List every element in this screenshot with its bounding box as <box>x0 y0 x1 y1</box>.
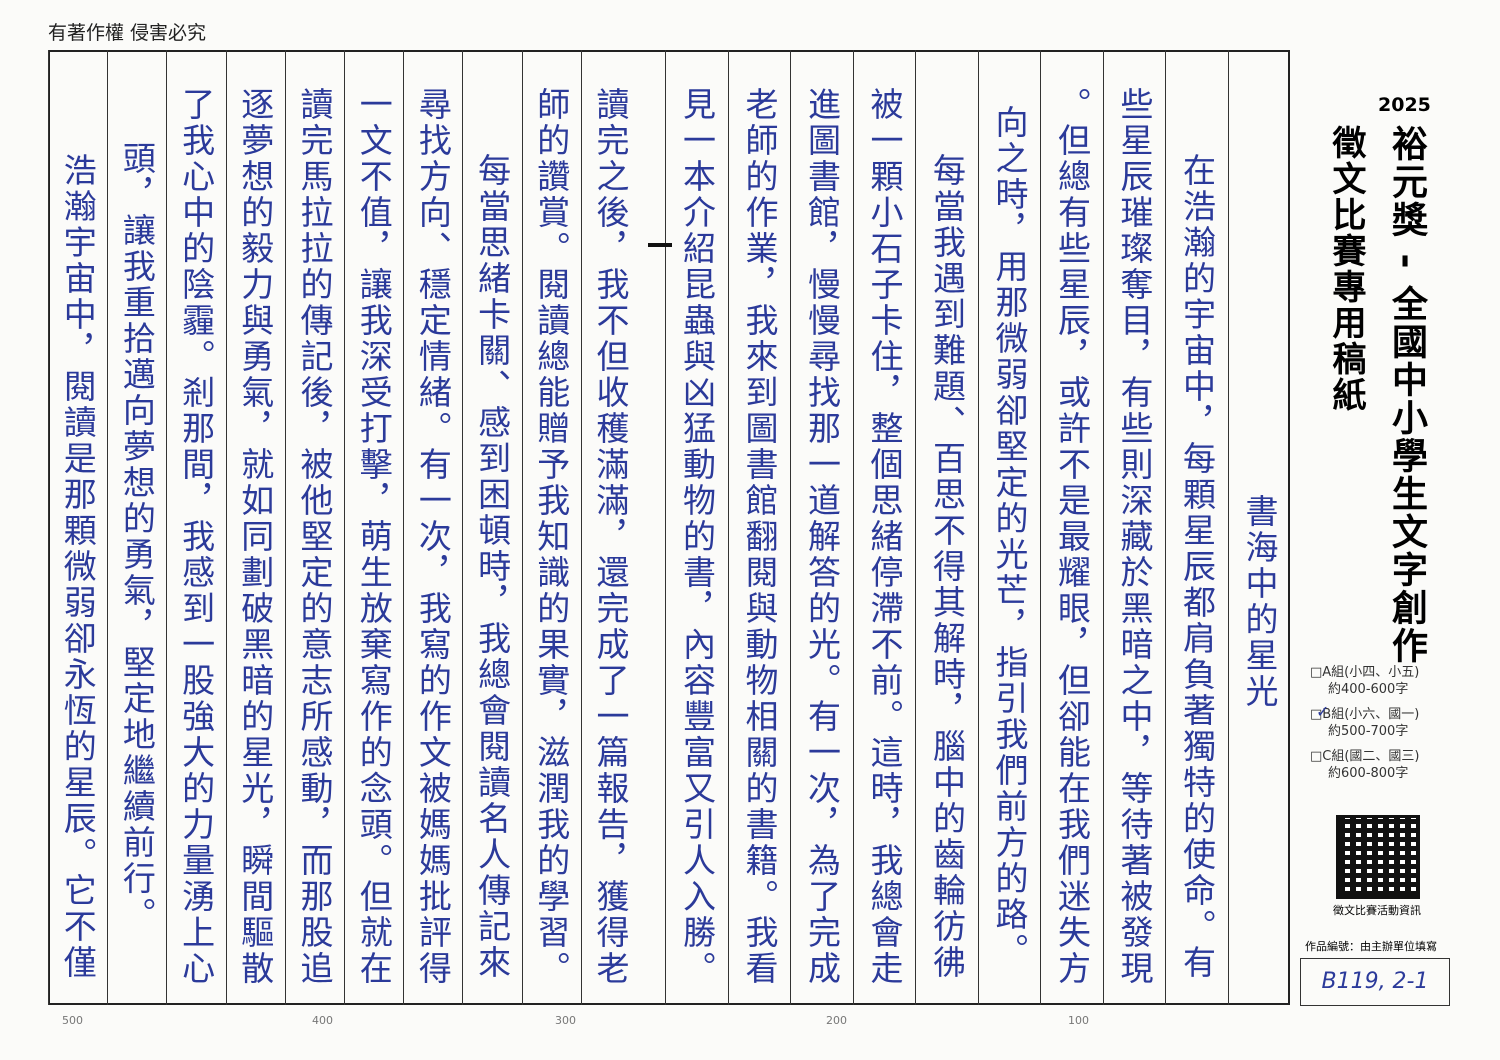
column-line <box>1227 50 1229 1005</box>
year: 2025 <box>1378 94 1431 116</box>
group-range: 約400-600字 <box>1328 682 1409 697</box>
group-label: □B組(小六、國一) <box>1310 707 1420 722</box>
column-line <box>403 50 405 1005</box>
text-column: 進圖書館，慢慢尋找那一道解答的光。有一次，為了完成 <box>802 87 842 987</box>
writing-grid <box>48 50 1290 1005</box>
group-range: 約500-700字 <box>1328 724 1409 739</box>
text-column: 尋找方向、穩定情緒。有一次，我寫的作文被媽媽批評得 <box>413 87 453 987</box>
check-mark: ✓ <box>1316 702 1330 721</box>
entry-number: B119, 2-1 <box>1300 958 1450 1006</box>
column-line <box>790 50 791 1005</box>
column-line <box>665 50 666 1005</box>
column-line <box>284 50 286 1005</box>
text-column: 在浩瀚的宇宙中，每顆星辰都肩負著獨特的使命。有 <box>1177 153 1217 981</box>
column-line <box>852 50 854 1005</box>
text-column: 逐夢想的毅力與勇氣，就如同劃破黑暗的星光，瞬間驅散 <box>235 87 275 987</box>
group-label: □A組(小四、小五) <box>1310 665 1420 680</box>
text-column: 頭，讓我重拾邁向夢想的勇氣，堅定地繼續前行。 <box>117 141 157 933</box>
text-column: 書海中的星光 <box>1240 494 1279 710</box>
char-count: 300 <box>555 1014 576 1027</box>
column-line <box>48 50 49 1005</box>
text-column: 讀完之後，我不但收穫滿滿，還完成了一篇報告，獲得老 <box>590 87 630 987</box>
text-column: 向之時，用那微弱卻堅定的光芒，指引我們前方的路。 <box>990 105 1029 969</box>
group-label: □C組(國二、國三) <box>1310 749 1420 764</box>
column-line <box>107 50 109 1005</box>
column-line <box>727 50 729 1005</box>
char-count: 100 <box>1068 1014 1089 1027</box>
text-column: 。但總有些星辰，或許不是最耀眼，但卻能在我們迷失方 <box>1052 87 1092 987</box>
column-line <box>1102 50 1104 1005</box>
column-line <box>1040 50 1041 1005</box>
column-line <box>462 50 464 1005</box>
text-column: 些星辰璀璨奪目，有些則深藏於黑暗之中，等待著被發現 <box>1115 87 1154 987</box>
char-count: 500 <box>62 1014 83 1027</box>
group-range: 約600-800字 <box>1328 766 1409 781</box>
entry-label: 作品編號：由主辦單位填寫 <box>1305 940 1437 953</box>
column-line <box>915 50 916 1005</box>
text-column: 被一顆小石子卡住，整個思緒停滯不前。這時，我總會走 <box>865 87 904 987</box>
column-line <box>1165 50 1166 1005</box>
column-line <box>521 50 523 1005</box>
text-column: 每當思緒卡關、感到困頓時，我總會閱讀名人傳記來 <box>472 153 512 981</box>
column-line <box>580 50 582 1005</box>
subtitle: 徵文比賽專用稿紙 <box>1326 125 1366 413</box>
qr-code <box>1336 815 1420 899</box>
char-count: 200 <box>826 1014 847 1027</box>
text-column: 一文不值，讓我深受打擊，萌生放棄寫作的念頭。但就在 <box>354 87 394 987</box>
qr-caption: 徵文比賽活動資訊 <box>1333 904 1421 917</box>
text-column: 師的讚賞。閱讀總能贈予我知識的果實，滋潤我的學習。 <box>531 87 571 987</box>
text-column: 浩瀚宇宙中，閱讀是那顆微弱卻永恆的星辰。它不僅 <box>58 153 98 981</box>
column-line <box>344 50 345 1005</box>
column-line <box>225 50 227 1005</box>
text-column: 了我心中的陰霾。剎那間，我感到一股強大的力量湧上心 <box>176 87 216 987</box>
fold-mark <box>648 243 672 247</box>
contest-title: 裕元獎 - 全國中小學生文字創作 <box>1386 125 1427 666</box>
column-line <box>166 50 168 1005</box>
text-column: 每當我遇到難題、百思不得其解時，腦中的齒輪彷彿 <box>927 153 967 981</box>
text-column: 見一本介紹昆蟲與凶猛動物的書，內容豐富又引人入勝。 <box>677 87 717 987</box>
text-column: 讀完馬拉拉的傳記後，被他堅定的意志所感動，而那股追 <box>294 87 334 987</box>
column-line <box>977 50 979 1005</box>
text-column: 老師的作業，我來到圖書館翻閱與動物相關的書籍。我看 <box>740 87 779 987</box>
copyright: 有著作權 侵害必究 <box>48 22 207 44</box>
char-count: 400 <box>312 1014 333 1027</box>
